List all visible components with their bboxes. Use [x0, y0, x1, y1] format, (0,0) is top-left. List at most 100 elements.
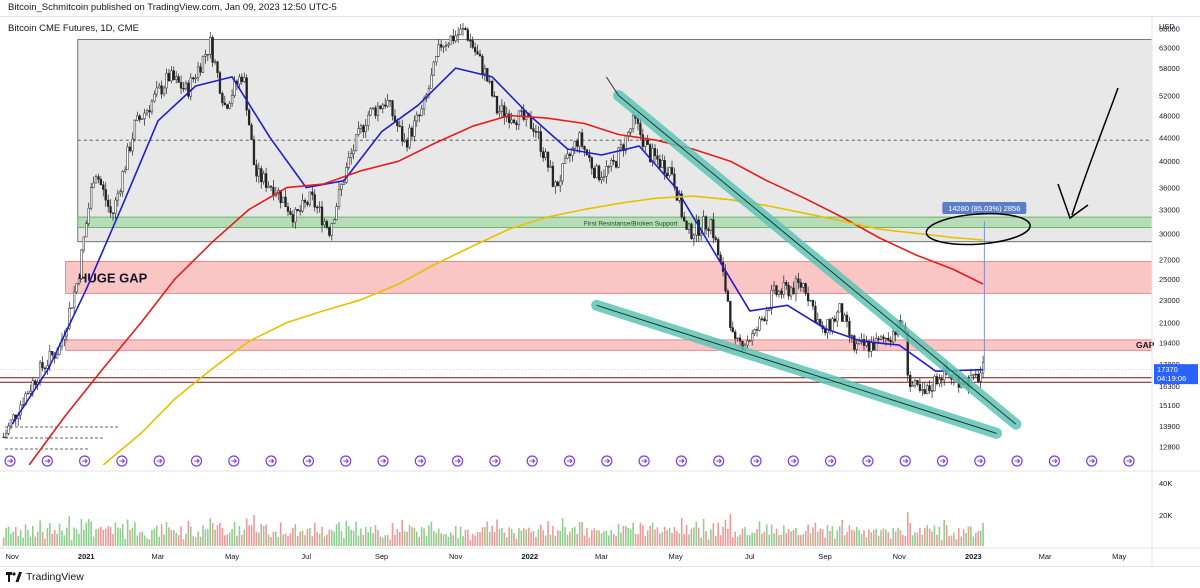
volume-bar [272, 531, 275, 546]
volume-bar [518, 528, 520, 546]
candle [726, 288, 730, 303]
candle [729, 300, 732, 331]
chart-area[interactable]: First Resistance/Broken Support HUGE GAP G… [0, 16, 1200, 567]
price-chart[interactable]: First Resistance/Broken Support HUGE GAP G… [0, 17, 1200, 567]
time-tick-label: Jul [745, 552, 755, 561]
candle [843, 312, 846, 322]
candle-body [644, 139, 647, 147]
volume-bar [814, 522, 817, 546]
candle [828, 317, 832, 335]
volume-bar [834, 538, 836, 546]
candle [213, 59, 217, 65]
event-arrow-icon [753, 458, 760, 464]
candle-body [206, 54, 209, 56]
volume-bar [248, 525, 250, 546]
candle [714, 235, 717, 243]
candle-body [918, 384, 922, 391]
volume-bar [685, 524, 688, 546]
event-marker [638, 455, 650, 467]
volume-bar [117, 527, 119, 546]
candle-body [510, 119, 513, 123]
volume-bar [403, 531, 406, 546]
candle [447, 42, 450, 49]
volume-bar [838, 526, 841, 546]
zones-layer: First Resistance/Broken Support HUGE GAP G… [65, 39, 1155, 351]
volume-bar [216, 525, 219, 546]
candle [840, 302, 844, 322]
volume-bar [87, 519, 90, 546]
candle [391, 99, 394, 121]
event-arrow-icon [567, 458, 573, 464]
volume-bar [250, 525, 253, 546]
candle-body [9, 419, 13, 427]
candle [430, 68, 433, 89]
candle-body [442, 45, 445, 48]
volume-bar [795, 527, 797, 546]
candle-body [760, 318, 764, 320]
candle-body [102, 184, 105, 190]
candle-body [780, 290, 783, 295]
candle-body [384, 104, 387, 107]
volume-bar [221, 528, 224, 546]
candle [114, 197, 117, 220]
candle-body [512, 119, 516, 124]
volume-bar [739, 534, 741, 546]
volume-bar [177, 535, 180, 546]
candle-body [133, 120, 137, 140]
volume-bar [831, 526, 834, 546]
candle [85, 220, 88, 238]
candle-body [437, 44, 440, 57]
candle-body [729, 300, 732, 328]
candle-body [82, 236, 85, 251]
candle-body [738, 337, 742, 342]
candle [218, 70, 222, 95]
candle [418, 113, 421, 123]
volume-bar [476, 531, 479, 546]
candle-body [141, 118, 144, 120]
candle-body [916, 380, 919, 385]
candle [736, 337, 739, 342]
candle-body [4, 432, 8, 438]
volume-bar [872, 529, 875, 546]
candle-body [51, 351, 54, 356]
candle [566, 148, 569, 160]
volume-bar [199, 536, 202, 546]
volume-bar [773, 533, 775, 546]
volume-bar [775, 528, 778, 546]
candle-body [213, 61, 217, 63]
volume-bar [85, 522, 88, 546]
last-price-label: 17370 [1157, 365, 1178, 374]
event-marker [265, 455, 277, 467]
candle-body [544, 151, 547, 158]
candle-body [590, 157, 593, 169]
volume-bar [357, 535, 360, 546]
volume-bar [219, 522, 221, 546]
candle [938, 374, 941, 387]
event-marker [153, 455, 165, 467]
volume-bar [714, 535, 717, 546]
candle-body [325, 221, 329, 228]
candle-body [303, 200, 307, 203]
tradingview-brand[interactable]: TradingView [6, 571, 84, 583]
volume-bar [676, 531, 678, 546]
candle [775, 284, 778, 297]
volume-bar [836, 530, 839, 546]
candle-body [145, 110, 149, 114]
volume-bar [148, 539, 151, 546]
candle-body [201, 56, 205, 73]
volume-bar [379, 536, 382, 546]
event-arrow-icon [417, 458, 424, 464]
candle [167, 68, 171, 82]
candle [99, 176, 103, 186]
candle [70, 307, 73, 309]
candle [692, 232, 696, 246]
candle [760, 315, 764, 322]
event-arrow-icon [343, 458, 349, 464]
candle-body [646, 139, 649, 145]
candle-body [226, 104, 229, 109]
candle [882, 334, 885, 345]
candle-body [466, 29, 469, 41]
time-tick-label: 2022 [521, 552, 538, 561]
event-arrow-icon [268, 458, 275, 464]
